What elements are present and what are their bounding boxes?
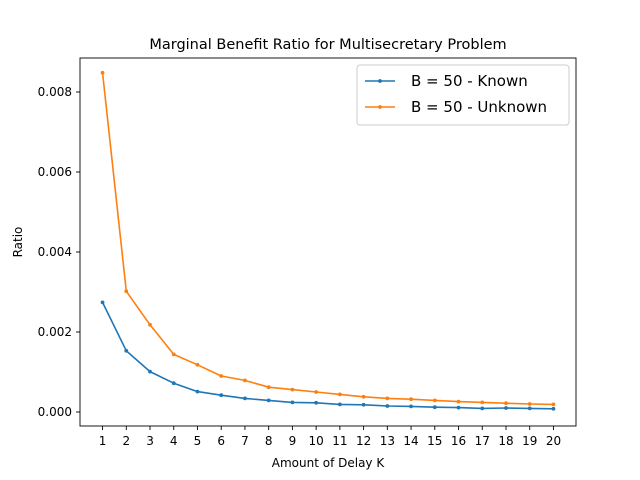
- x-tick-label: 13: [380, 434, 395, 448]
- y-axis-label: Ratio: [11, 227, 25, 258]
- x-tick-label: 7: [241, 434, 249, 448]
- legend-frame: [356, 64, 570, 126]
- y-tick-label: 0.008: [38, 85, 72, 99]
- axes-frame: [79, 57, 577, 427]
- data-point: [432, 405, 437, 410]
- y-tick-label: 0.002: [38, 325, 72, 339]
- legend-marker: [378, 79, 382, 83]
- data-point: [290, 400, 295, 405]
- data-point: [456, 399, 461, 404]
- y-tick-label: 0.004: [38, 245, 72, 259]
- data-point: [100, 70, 105, 75]
- legend-label: B = 50 - Known: [411, 72, 528, 90]
- x-tick-label: 16: [451, 434, 466, 448]
- x-tick-label: 4: [170, 434, 178, 448]
- y-tick-label: 0.006: [38, 165, 72, 179]
- plot-area: 1 2 3 4 5 6 7 8 9 10 11 12 13 14 15 16 17 18 19 200.0000.00…: [38, 57, 577, 448]
- x-tick-label: 6: [217, 434, 225, 448]
- legend: B = 50 - Known B = 50 - Unknown: [356, 64, 570, 126]
- data-point: [527, 402, 532, 406]
- x-tick-label: 11: [332, 434, 347, 448]
- data-point: [385, 404, 390, 408]
- x-tick-label: 9: [289, 434, 297, 448]
- legend-label: B = 50 - Unknown: [411, 98, 547, 116]
- data-point: [480, 406, 485, 411]
- data-point: [195, 389, 200, 394]
- data-point: [243, 378, 247, 383]
- x-tick-label: 8: [265, 434, 273, 448]
- data-point: [385, 396, 390, 401]
- data-point: [456, 405, 461, 410]
- data-point: [409, 404, 413, 409]
- data-point: [195, 362, 200, 367]
- data-point: [290, 387, 295, 392]
- x-axis-label: Amount of Delay K: [272, 456, 386, 470]
- data-point: [314, 400, 319, 405]
- data-point: [124, 348, 129, 353]
- data-point: [219, 374, 224, 378]
- series-line-2: [101, 72, 554, 406]
- x-tick-label: 12: [356, 434, 371, 448]
- chart-title: Marginal Benefit Ratio for Multisecretar…: [149, 37, 506, 53]
- x-tick-label: 18: [498, 434, 513, 448]
- data-point: [504, 401, 508, 406]
- x-tick-label: 5: [194, 434, 202, 448]
- x-tick-label: 14: [403, 434, 418, 448]
- series-line-1: [101, 302, 554, 410]
- x-tick-label: 17: [475, 434, 490, 448]
- data-point: [100, 300, 105, 305]
- data-point: [409, 397, 413, 402]
- data-point: [551, 402, 556, 407]
- data-point: [148, 369, 152, 374]
- data-point: [243, 396, 247, 401]
- data-point: [551, 406, 556, 411]
- data-point: [361, 402, 366, 407]
- data-point: [432, 398, 437, 403]
- x-tick-label: 15: [427, 434, 442, 448]
- data-point: [314, 390, 319, 394]
- data-point: [124, 289, 129, 294]
- data-point: [361, 394, 366, 399]
- x-tick-label: 19: [522, 434, 537, 448]
- x-tick-label: 20: [546, 434, 561, 448]
- data-point: [527, 406, 532, 411]
- data-point: [171, 381, 176, 386]
- data-point: [266, 385, 271, 390]
- data-point: [337, 392, 342, 397]
- data-point: [504, 406, 508, 410]
- data-point: [219, 393, 224, 398]
- x-tick-label: 2: [122, 434, 130, 448]
- legend-marker: [378, 105, 382, 109]
- y-tick-label: 0.000: [38, 405, 72, 419]
- data-point: [171, 352, 176, 357]
- x-tick-label: 10: [308, 434, 323, 448]
- data-point: [480, 400, 485, 405]
- data-point: [148, 322, 152, 327]
- data-point: [266, 398, 271, 403]
- x-tick-label: 1: [99, 434, 107, 448]
- data-point: [337, 402, 342, 407]
- x-tick-label: 3: [146, 434, 154, 448]
